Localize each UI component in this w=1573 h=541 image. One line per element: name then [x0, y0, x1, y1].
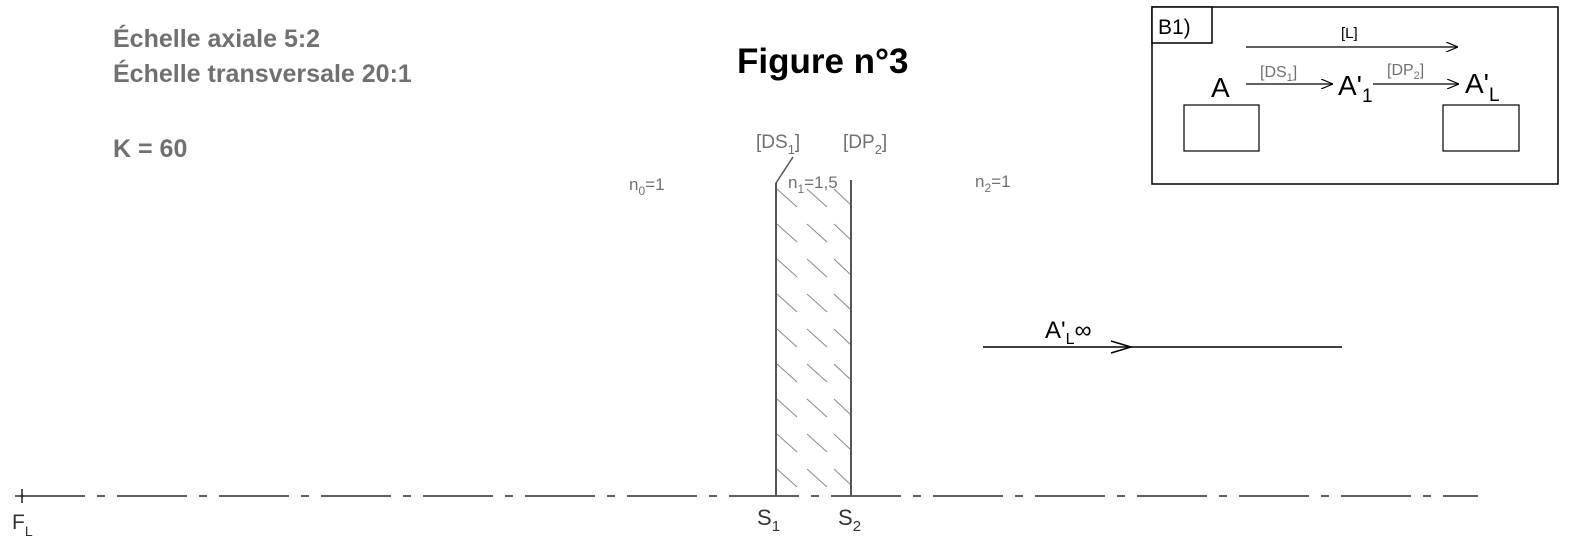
dioptre-leader-line [775, 156, 794, 184]
final-image-label: A'L [1465, 68, 1500, 106]
dioptre-label: [DS1] [756, 132, 800, 157]
intermediate-image-label: A'1 [1338, 70, 1373, 107]
vertex-s1-label: S1 [757, 505, 780, 535]
inset-tag-frame [1151, 6, 1213, 44]
k-value-label: K = 60 [113, 135, 187, 163]
vertex-s2-label: S2 [838, 505, 861, 535]
medium-0-index: n0=1 [629, 175, 665, 198]
object-a-label: A [1211, 72, 1230, 103]
answer-box-left[interactable] [1183, 104, 1260, 152]
image-ray-arrowhead [1110, 340, 1134, 354]
inset-panel: B1) [L] A [DS1] A'1 [DP2] A'L [1151, 6, 1559, 185]
medium-1-index: n1=1,5 [788, 173, 838, 196]
inset-frame [1151, 6, 1559, 185]
system-label: [L] [1341, 25, 1358, 42]
image-at-infinity-label: A'L∞ [1045, 317, 1092, 348]
focal-point-label: FL [12, 511, 33, 539]
figure-title: Figure n°3 [737, 42, 909, 81]
plate-hatching [776, 188, 852, 488]
axial-scale-label: Échelle axiale 5:2 [113, 24, 320, 53]
step2-label: [DP2] [1387, 62, 1424, 82]
answer-box-right[interactable] [1442, 104, 1520, 152]
plate-label: [DP2] [843, 132, 887, 157]
medium-2-index: n2=1 [975, 172, 1011, 195]
transversal-scale-label: Échelle transversale 20:1 [113, 59, 412, 88]
step1-label: [DS1] [1260, 64, 1297, 84]
inset-tag: B1) [1158, 16, 1191, 39]
